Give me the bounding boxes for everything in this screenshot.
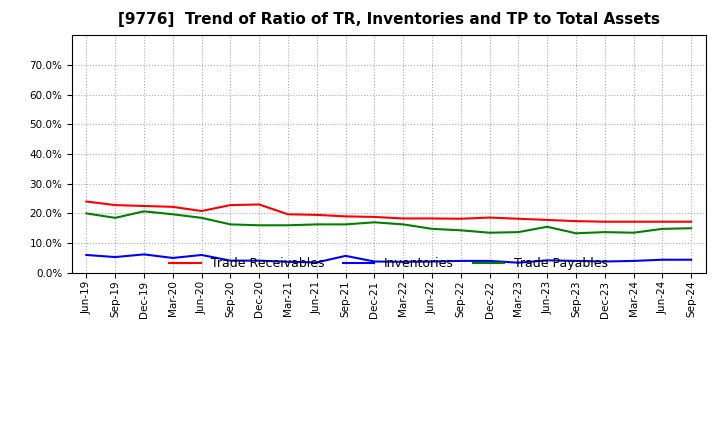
Trade Receivables [399,216,408,221]
Trade Receivables [485,215,494,220]
Inventories [399,259,408,264]
Trade Receivables [284,212,292,217]
Inventories [428,259,436,264]
Trade Payables [370,220,379,225]
Trade Receivables [197,209,206,214]
Inventories [543,258,552,263]
Trade Payables [629,230,638,235]
Trade Receivables [687,219,696,224]
Trade Receivables [226,202,235,208]
Inventories [341,253,350,259]
Inventories [255,258,264,263]
Title: [9776]  Trend of Ratio of TR, Inventories and TP to Total Assets: [9776] Trend of Ratio of TR, Inventories… [118,12,660,27]
Trade Payables [428,226,436,231]
Trade Payables [687,226,696,231]
Trade Payables [82,211,91,216]
Legend: Trade Receivables, Inventories, Trade Payables: Trade Receivables, Inventories, Trade Pa… [164,252,613,275]
Inventories [82,253,91,258]
Trade Receivables [658,219,667,224]
Trade Receivables [629,219,638,224]
Trade Payables [600,230,609,235]
Trade Payables [284,223,292,228]
Trade Payables [658,226,667,231]
Inventories [485,258,494,264]
Trade Payables [399,222,408,227]
Trade Receivables [82,199,91,204]
Trade Payables [312,222,321,227]
Trade Receivables [370,214,379,220]
Trade Receivables [514,216,523,221]
Trade Payables [543,224,552,229]
Trade Receivables [456,216,465,221]
Inventories [658,257,667,262]
Trade Payables [168,212,177,217]
Trade Payables [485,230,494,235]
Trade Receivables [168,204,177,209]
Trade Receivables [255,202,264,207]
Inventories [197,253,206,258]
Inventories [168,255,177,260]
Trade Payables [514,230,523,235]
Trade Receivables [600,219,609,224]
Inventories [687,257,696,262]
Line: Trade Payables: Trade Payables [86,211,691,233]
Trade Receivables [312,212,321,217]
Trade Payables [255,223,264,228]
Inventories [600,259,609,264]
Line: Trade Receivables: Trade Receivables [86,202,691,222]
Trade Payables [341,222,350,227]
Inventories [140,252,148,257]
Inventories [629,258,638,264]
Trade Receivables [543,217,552,223]
Trade Payables [111,215,120,220]
Inventories [111,254,120,260]
Trade Payables [140,209,148,214]
Inventories [370,259,379,264]
Inventories [514,260,523,265]
Inventories [572,258,580,264]
Inventories [456,258,465,264]
Trade Payables [226,222,235,227]
Trade Payables [572,231,580,236]
Trade Receivables [140,203,148,209]
Trade Receivables [572,219,580,224]
Trade Payables [197,215,206,220]
Inventories [226,258,235,263]
Trade Receivables [111,202,120,208]
Inventories [284,259,292,264]
Trade Receivables [341,214,350,219]
Line: Inventories: Inventories [86,254,691,263]
Trade Payables [456,227,465,233]
Inventories [312,260,321,265]
Trade Receivables [428,216,436,221]
